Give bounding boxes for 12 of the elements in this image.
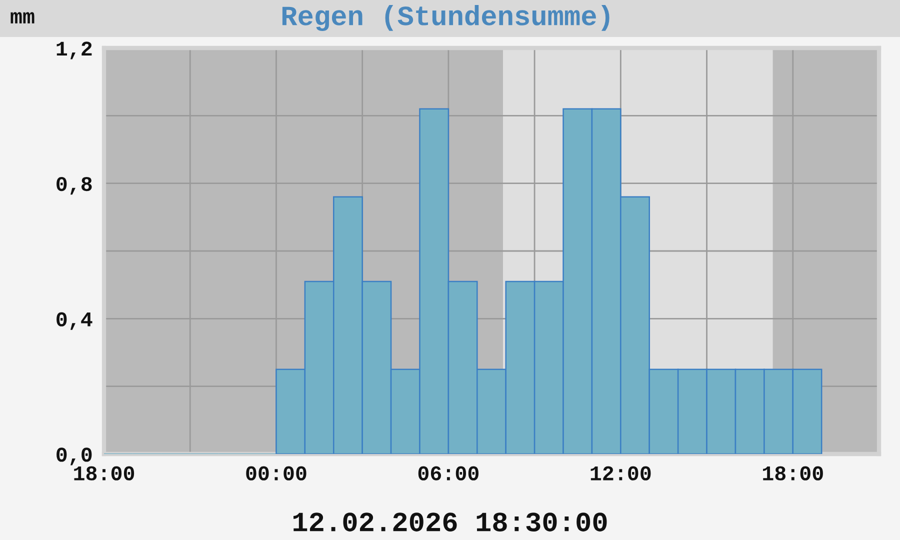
x-tick-label: 06:00	[418, 466, 478, 480]
x-tick-label: 18:00	[74, 466, 134, 480]
x-tick-label: 12:00	[590, 466, 651, 480]
y-axis-title: mm	[10, 12, 34, 24]
x-tick-label: 18:00	[763, 466, 823, 480]
y-tick-label: 0,0	[56, 448, 92, 466]
y-tick-label: 0,4	[56, 312, 92, 330]
y-tick-label: 1,2	[56, 42, 92, 60]
text: 12.02.2026 18:30:00	[293, 512, 607, 532]
x-tick-label: 00:00	[246, 466, 306, 480]
chart-title: Regen (Stundensumme)	[282, 4, 610, 32]
y-tick-label: 0,8	[56, 176, 92, 195]
